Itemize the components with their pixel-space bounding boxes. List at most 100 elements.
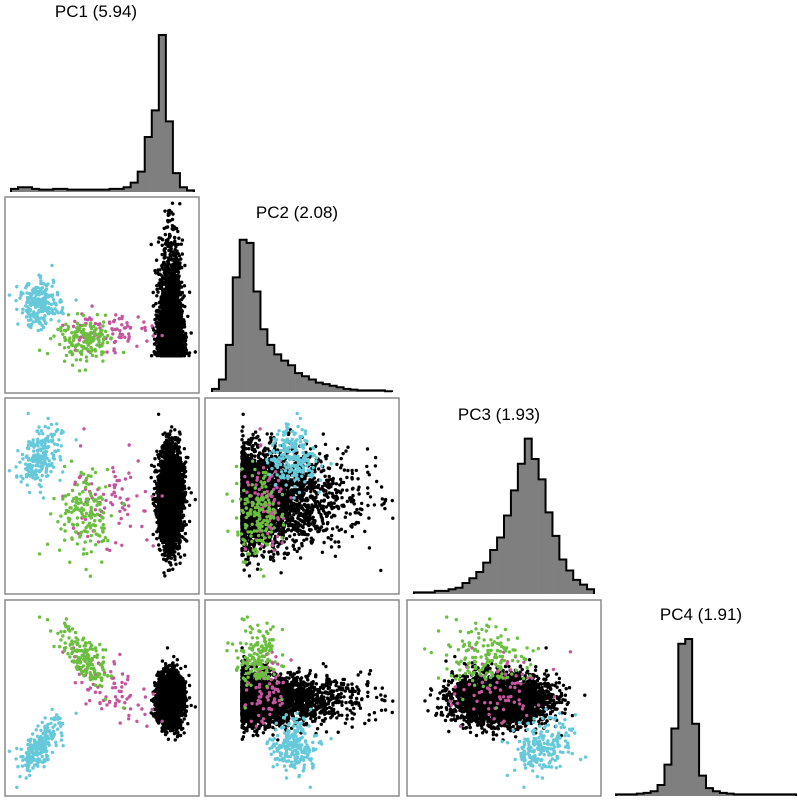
point bbox=[163, 209, 167, 213]
hist-bar bbox=[462, 583, 470, 594]
hist-bar bbox=[469, 578, 477, 594]
hist-bar bbox=[483, 562, 491, 594]
point bbox=[142, 320, 146, 324]
point bbox=[172, 235, 177, 240]
hist-bar bbox=[308, 379, 317, 392]
point bbox=[163, 246, 167, 251]
point bbox=[112, 318, 117, 322]
point bbox=[160, 238, 165, 242]
hist-bar bbox=[545, 512, 553, 594]
point bbox=[20, 311, 25, 315]
point bbox=[156, 345, 160, 349]
point bbox=[82, 340, 86, 344]
hist-bar bbox=[253, 291, 261, 392]
point bbox=[62, 335, 67, 340]
point bbox=[163, 232, 167, 237]
point bbox=[153, 350, 157, 354]
point bbox=[44, 321, 48, 326]
hist-bar bbox=[552, 535, 560, 594]
hist-bar bbox=[232, 277, 240, 392]
point bbox=[187, 519, 192, 524]
var-title: PC2 (2.08) bbox=[256, 203, 338, 222]
hist-bar bbox=[664, 764, 672, 796]
point bbox=[152, 337, 157, 341]
point bbox=[37, 348, 42, 352]
point bbox=[35, 302, 39, 307]
point bbox=[163, 352, 167, 357]
hist-bar bbox=[455, 587, 463, 594]
hist-bar bbox=[302, 376, 310, 392]
point bbox=[77, 369, 82, 373]
point bbox=[157, 300, 162, 305]
point bbox=[176, 276, 181, 280]
point bbox=[67, 345, 71, 349]
point bbox=[83, 317, 88, 321]
hist-bar bbox=[295, 373, 303, 392]
point bbox=[169, 254, 173, 258]
point bbox=[193, 350, 197, 354]
point bbox=[75, 312, 80, 316]
point bbox=[87, 341, 92, 345]
point bbox=[136, 315, 140, 319]
point bbox=[59, 329, 63, 333]
hist-bar bbox=[172, 173, 181, 192]
point bbox=[176, 289, 180, 293]
point bbox=[177, 283, 181, 287]
point bbox=[83, 368, 88, 372]
point bbox=[151, 334, 155, 338]
point bbox=[164, 317, 168, 321]
point bbox=[175, 257, 179, 262]
point bbox=[151, 304, 155, 308]
hist-bar bbox=[559, 559, 567, 594]
point bbox=[159, 336, 163, 341]
point bbox=[66, 313, 71, 317]
point bbox=[7, 293, 12, 297]
point bbox=[167, 307, 171, 311]
hist-bar bbox=[650, 791, 658, 796]
point bbox=[97, 338, 101, 342]
point bbox=[44, 283, 49, 288]
point bbox=[42, 296, 46, 300]
point bbox=[163, 574, 167, 578]
point bbox=[177, 315, 182, 319]
point bbox=[76, 322, 80, 326]
point bbox=[105, 350, 109, 354]
point bbox=[90, 304, 94, 308]
hist-bar bbox=[643, 792, 651, 796]
hist-bar bbox=[434, 590, 442, 594]
point bbox=[64, 353, 69, 358]
hist-bar bbox=[566, 570, 574, 594]
point bbox=[178, 202, 182, 206]
point bbox=[163, 431, 167, 435]
point bbox=[157, 272, 161, 276]
hist-bar bbox=[510, 490, 519, 594]
point bbox=[173, 353, 177, 357]
hist-bar bbox=[60, 188, 68, 192]
point bbox=[187, 290, 192, 294]
hist-bar bbox=[706, 788, 714, 796]
point bbox=[179, 332, 183, 336]
hist-bar bbox=[11, 188, 19, 192]
point bbox=[39, 316, 43, 320]
point bbox=[78, 358, 83, 362]
point bbox=[37, 289, 41, 294]
point bbox=[170, 201, 175, 205]
point bbox=[169, 287, 173, 291]
point bbox=[179, 292, 183, 297]
point bbox=[189, 491, 193, 495]
hist-pc3 bbox=[413, 437, 595, 594]
point bbox=[167, 279, 171, 284]
point bbox=[66, 327, 70, 331]
hist-bar bbox=[39, 189, 47, 192]
hist-outline bbox=[615, 638, 797, 796]
point bbox=[84, 346, 89, 351]
point bbox=[127, 332, 131, 336]
point bbox=[41, 301, 46, 305]
hist-bar bbox=[218, 379, 227, 392]
point bbox=[189, 331, 193, 335]
point bbox=[170, 324, 175, 329]
point bbox=[104, 329, 108, 334]
point bbox=[89, 345, 93, 350]
var-title: PC3 (1.93) bbox=[458, 405, 540, 424]
